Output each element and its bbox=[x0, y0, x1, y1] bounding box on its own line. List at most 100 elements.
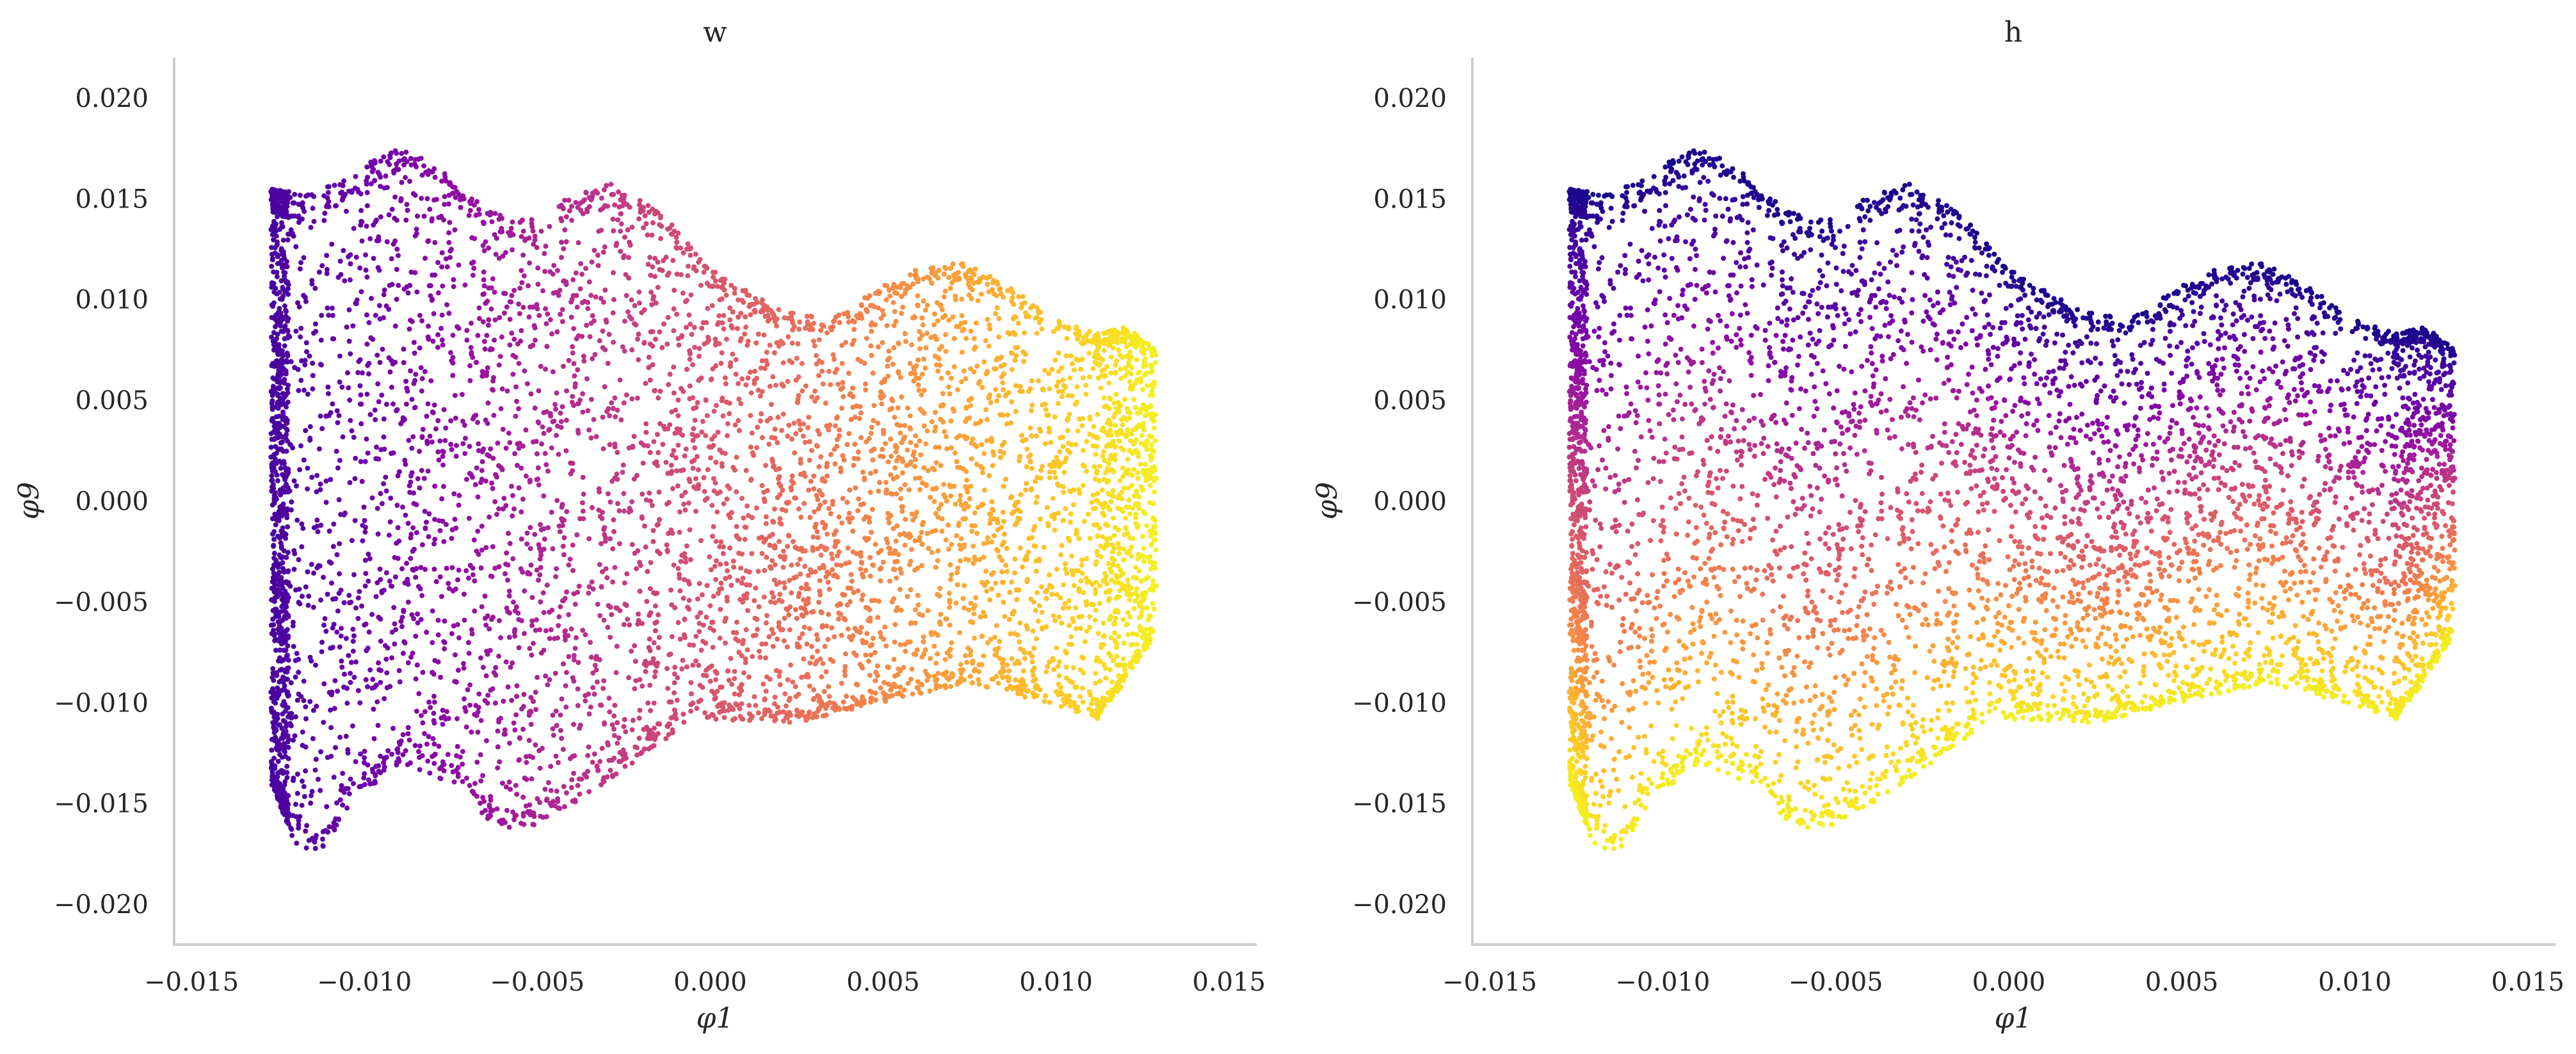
scatter-point bbox=[588, 640, 593, 645]
scatter-point bbox=[617, 608, 623, 613]
scatter-point bbox=[516, 645, 522, 651]
scatter-point bbox=[1013, 383, 1018, 389]
scatter-point bbox=[844, 442, 850, 448]
scatter-point bbox=[378, 184, 383, 190]
scatter-point bbox=[920, 522, 925, 528]
scatter-point bbox=[721, 326, 727, 332]
scatter-point bbox=[908, 459, 914, 465]
scatter-point bbox=[803, 581, 809, 587]
scatter-point bbox=[436, 743, 442, 749]
scatter-point bbox=[693, 476, 698, 482]
scatter-point bbox=[490, 455, 496, 461]
scatter-point bbox=[545, 682, 551, 688]
scatter-point bbox=[1134, 586, 1139, 592]
scatter-point bbox=[601, 678, 607, 684]
scatter-point bbox=[979, 385, 985, 390]
scatter-point bbox=[611, 713, 617, 719]
scatter-point bbox=[1012, 357, 1018, 363]
scatter-point bbox=[902, 482, 908, 487]
scatter-point bbox=[856, 496, 862, 502]
scatter-point bbox=[844, 602, 850, 608]
scatter-point bbox=[1001, 539, 1007, 545]
scatter-point bbox=[1036, 603, 1042, 608]
scatter-point bbox=[1133, 515, 1139, 521]
scatter-point bbox=[423, 255, 428, 261]
scatter-point bbox=[325, 305, 330, 311]
scatter-point bbox=[456, 635, 462, 641]
scatter-point bbox=[305, 391, 310, 397]
scatter-point bbox=[647, 254, 653, 260]
scatter-point bbox=[821, 563, 826, 569]
scatter-point bbox=[797, 319, 803, 325]
scatter-point bbox=[289, 832, 295, 838]
scatter-point bbox=[476, 551, 481, 557]
scatter-point bbox=[830, 658, 836, 664]
scatter-point bbox=[368, 181, 374, 187]
scatter-point bbox=[954, 324, 960, 329]
scatter-point bbox=[492, 499, 498, 505]
scatter-point bbox=[1112, 630, 1118, 636]
scatter-point bbox=[931, 674, 937, 679]
scatter-point bbox=[660, 442, 666, 447]
scatter-point bbox=[419, 388, 424, 394]
scatter-point bbox=[796, 692, 801, 697]
scatter-point bbox=[408, 654, 414, 660]
scatter-point bbox=[650, 328, 656, 334]
scatter-point bbox=[418, 365, 424, 371]
scatter-point bbox=[853, 485, 858, 491]
scatter-point bbox=[313, 756, 319, 762]
scatter-point bbox=[710, 644, 716, 650]
scatter-point bbox=[328, 754, 334, 759]
scatter-point bbox=[585, 408, 591, 414]
scatter-point bbox=[399, 150, 405, 156]
scatter-point bbox=[562, 227, 568, 232]
scatter-point bbox=[912, 538, 918, 544]
scatter-point bbox=[982, 487, 987, 493]
scatter-point bbox=[1153, 547, 1159, 553]
scatter-point bbox=[906, 487, 912, 492]
scatter-point bbox=[738, 311, 744, 316]
scatter-point bbox=[602, 244, 608, 250]
scatter-point bbox=[819, 491, 825, 497]
scatter-point bbox=[548, 763, 554, 769]
scatter-point bbox=[520, 811, 526, 816]
scatter-point bbox=[768, 599, 774, 604]
scatter-point bbox=[404, 560, 410, 566]
scatter-point bbox=[467, 444, 472, 450]
scatter-point bbox=[387, 155, 393, 161]
scatter-point bbox=[715, 704, 720, 709]
scatter-point bbox=[867, 555, 873, 560]
scatter-point bbox=[532, 531, 538, 537]
scatter-point bbox=[501, 699, 506, 704]
scatter-point bbox=[609, 758, 615, 763]
scatter-point bbox=[538, 565, 543, 571]
scatter-point bbox=[995, 548, 1001, 554]
scatter-point bbox=[992, 635, 998, 640]
scatter-point bbox=[487, 804, 492, 810]
scatter-point bbox=[803, 383, 809, 389]
scatter-point bbox=[417, 448, 423, 454]
scatter-point bbox=[981, 451, 987, 457]
scatter-point bbox=[745, 375, 751, 381]
scatter-point bbox=[422, 508, 428, 514]
scatter-point bbox=[966, 292, 972, 298]
scatter-point bbox=[789, 590, 794, 596]
scatter-point bbox=[431, 402, 437, 408]
scatter-point bbox=[983, 684, 989, 690]
scatter-point bbox=[632, 643, 638, 649]
scatter-point bbox=[589, 579, 595, 585]
scatter-point bbox=[1067, 450, 1073, 455]
scatter-point bbox=[463, 476, 469, 482]
scatter-point bbox=[924, 531, 930, 537]
scatter-point bbox=[710, 619, 716, 625]
scatter-point bbox=[376, 660, 382, 666]
scatter-point bbox=[556, 614, 562, 620]
scatter-point bbox=[559, 736, 565, 742]
scatter-point bbox=[424, 629, 430, 635]
scatter-point bbox=[1034, 494, 1040, 499]
scatter-point bbox=[364, 436, 369, 442]
scatter-point bbox=[490, 276, 495, 282]
scatter-point bbox=[1077, 667, 1083, 672]
scatter-point bbox=[751, 302, 757, 307]
